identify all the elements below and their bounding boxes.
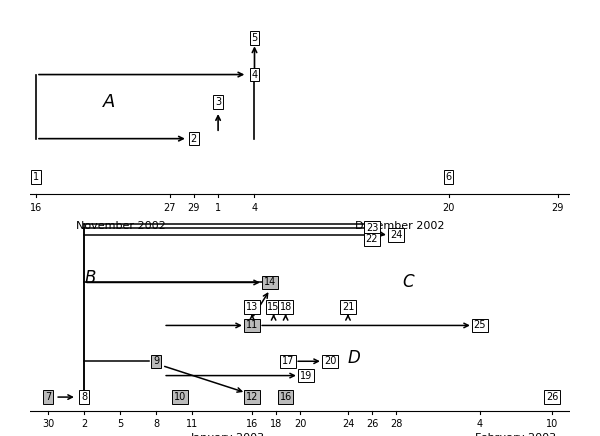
Text: 30: 30 — [42, 419, 54, 429]
Text: 9: 9 — [153, 356, 159, 366]
Text: 6: 6 — [446, 172, 452, 182]
Text: 24: 24 — [342, 419, 354, 429]
Text: 2: 2 — [81, 419, 87, 429]
Text: January 2003: January 2003 — [191, 433, 265, 436]
Text: 10: 10 — [546, 419, 558, 429]
Text: 8: 8 — [153, 419, 159, 429]
Text: 19: 19 — [300, 371, 312, 381]
Text: 4: 4 — [251, 70, 257, 79]
Text: 12: 12 — [246, 392, 258, 402]
Text: November 2002: November 2002 — [76, 221, 166, 231]
Text: B: B — [85, 269, 95, 287]
Text: A: A — [103, 93, 115, 111]
Text: D: D — [347, 349, 361, 368]
Text: 28: 28 — [390, 419, 402, 429]
Text: 18: 18 — [280, 302, 292, 312]
Text: 1: 1 — [215, 203, 221, 213]
Text: 20: 20 — [442, 203, 455, 213]
Text: 16: 16 — [246, 419, 258, 429]
Text: 10: 10 — [174, 392, 186, 402]
Text: 11: 11 — [186, 419, 198, 429]
Text: 25: 25 — [474, 320, 486, 330]
Text: 17: 17 — [282, 356, 294, 366]
Text: 13: 13 — [246, 302, 258, 312]
Text: 24: 24 — [390, 230, 402, 240]
Text: 20: 20 — [324, 356, 336, 366]
Text: 26: 26 — [366, 419, 378, 429]
Text: 15: 15 — [268, 302, 280, 312]
Text: 16: 16 — [280, 392, 292, 402]
Text: 16: 16 — [30, 203, 42, 213]
Text: C: C — [402, 273, 414, 291]
Text: 22: 22 — [366, 235, 378, 245]
Text: 4: 4 — [477, 419, 483, 429]
Text: February 2003: February 2003 — [475, 433, 557, 436]
Text: 5: 5 — [117, 419, 123, 429]
Text: 7: 7 — [45, 392, 51, 402]
Text: 5: 5 — [251, 33, 257, 43]
Text: 18: 18 — [270, 419, 282, 429]
Text: 29: 29 — [551, 203, 564, 213]
Text: 21: 21 — [342, 302, 354, 312]
Text: 29: 29 — [188, 203, 200, 213]
Text: 3: 3 — [215, 97, 221, 107]
Text: 23: 23 — [366, 223, 378, 233]
Text: 1: 1 — [33, 172, 39, 182]
Text: 14: 14 — [264, 277, 276, 287]
Text: 4: 4 — [251, 203, 257, 213]
Text: 26: 26 — [546, 392, 558, 402]
Text: 11: 11 — [246, 320, 258, 330]
Text: 8: 8 — [81, 392, 87, 402]
Text: 20: 20 — [294, 419, 306, 429]
Text: December 2002: December 2002 — [355, 221, 445, 231]
Text: 2: 2 — [191, 134, 197, 143]
Text: 27: 27 — [163, 203, 176, 213]
